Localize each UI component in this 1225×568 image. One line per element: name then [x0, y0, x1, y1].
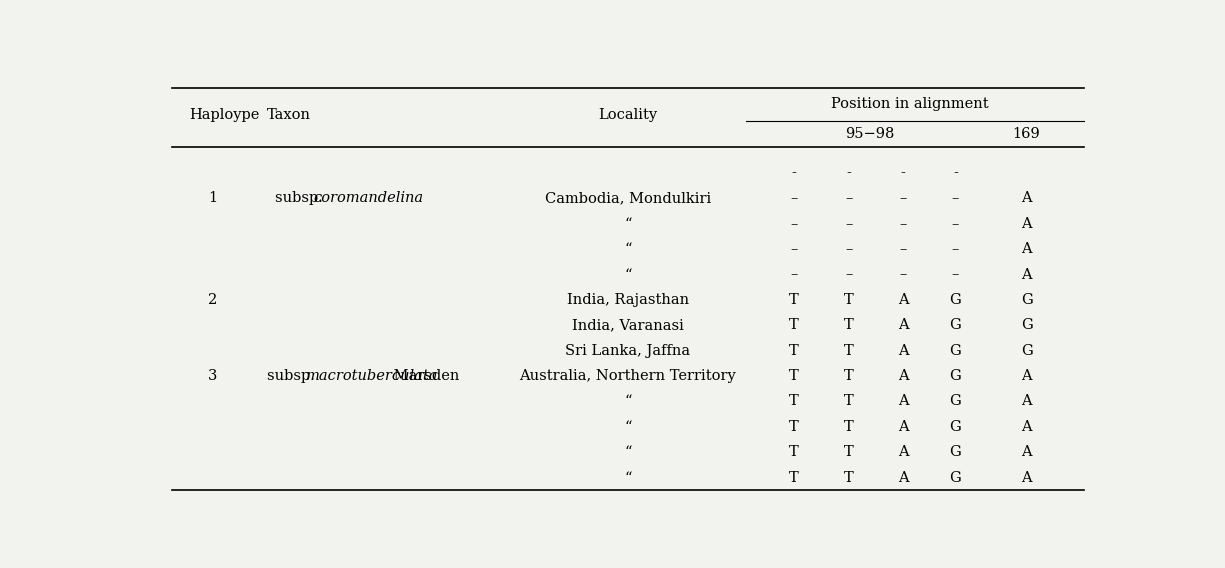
Text: Australia, Northern Territory: Australia, Northern Territory: [519, 369, 736, 383]
Text: Marsden: Marsden: [390, 369, 459, 383]
Text: G: G: [949, 344, 962, 358]
Text: A: A: [898, 470, 909, 485]
Text: –: –: [845, 217, 853, 231]
Text: India, Rajasthan: India, Rajasthan: [567, 293, 688, 307]
Text: –: –: [845, 268, 853, 282]
Text: –: –: [790, 191, 797, 206]
Text: 3: 3: [208, 369, 218, 383]
Text: subsp.: subsp.: [274, 191, 327, 206]
Text: –: –: [845, 191, 853, 206]
Text: A: A: [898, 318, 909, 332]
Text: –: –: [790, 217, 797, 231]
Text: A: A: [898, 420, 909, 434]
Text: G: G: [1020, 293, 1033, 307]
Text: “: “: [624, 242, 632, 256]
Text: G: G: [1020, 344, 1033, 358]
Text: G: G: [949, 470, 962, 485]
Text: A: A: [1022, 268, 1031, 282]
Text: subsp.: subsp.: [267, 369, 320, 383]
Text: “: “: [624, 470, 632, 485]
Text: A: A: [898, 369, 909, 383]
Text: 1: 1: [208, 191, 218, 206]
Text: T: T: [844, 394, 854, 408]
Text: -: -: [900, 166, 905, 180]
Text: G: G: [949, 318, 962, 332]
Text: T: T: [789, 420, 799, 434]
Text: A: A: [1022, 420, 1031, 434]
Text: A: A: [1022, 217, 1031, 231]
Text: –: –: [899, 242, 906, 256]
Text: A: A: [1022, 394, 1031, 408]
Text: A: A: [898, 445, 909, 459]
Text: G: G: [949, 293, 962, 307]
Text: -: -: [953, 166, 958, 180]
Text: 95−98: 95−98: [845, 127, 894, 141]
Text: A: A: [1022, 369, 1031, 383]
Text: –: –: [899, 217, 906, 231]
Text: T: T: [844, 420, 854, 434]
Text: T: T: [844, 369, 854, 383]
Text: “: “: [624, 420, 632, 434]
Text: “: “: [624, 445, 632, 459]
Text: A: A: [1022, 445, 1031, 459]
Text: T: T: [789, 470, 799, 485]
Text: A: A: [1022, 242, 1031, 256]
Text: macrotuberculata: macrotuberculata: [305, 369, 439, 383]
Text: T: T: [844, 293, 854, 307]
Text: A: A: [898, 394, 909, 408]
Text: “: “: [624, 217, 632, 231]
Text: –: –: [790, 242, 797, 256]
Text: G: G: [1020, 318, 1033, 332]
Text: A: A: [1022, 470, 1031, 485]
Text: –: –: [952, 217, 959, 231]
Text: G: G: [949, 445, 962, 459]
Text: Sri Lanka, Jaffna: Sri Lanka, Jaffna: [565, 344, 691, 358]
Text: Taxon: Taxon: [267, 108, 311, 122]
Text: T: T: [789, 293, 799, 307]
Text: T: T: [789, 369, 799, 383]
Text: T: T: [844, 344, 854, 358]
Text: Cambodia, Mondulkiri: Cambodia, Mondulkiri: [545, 191, 710, 206]
Text: –: –: [899, 268, 906, 282]
Text: T: T: [789, 318, 799, 332]
Text: G: G: [949, 369, 962, 383]
Text: A: A: [1022, 191, 1031, 206]
Text: T: T: [844, 470, 854, 485]
Text: Position in alignment: Position in alignment: [831, 97, 989, 111]
Text: Locality: Locality: [598, 108, 658, 122]
Text: –: –: [952, 191, 959, 206]
Text: T: T: [789, 445, 799, 459]
Text: A: A: [898, 344, 909, 358]
Text: T: T: [844, 318, 854, 332]
Text: –: –: [952, 242, 959, 256]
Text: “: “: [624, 268, 632, 282]
Text: 2: 2: [208, 293, 218, 307]
Text: –: –: [952, 268, 959, 282]
Text: 169: 169: [1013, 127, 1040, 141]
Text: –: –: [899, 191, 906, 206]
Text: T: T: [789, 394, 799, 408]
Text: –: –: [845, 242, 853, 256]
Text: A: A: [898, 293, 909, 307]
Text: “: “: [624, 394, 632, 408]
Text: India, Varanasi: India, Varanasi: [572, 318, 684, 332]
Text: T: T: [789, 344, 799, 358]
Text: G: G: [949, 420, 962, 434]
Text: T: T: [844, 445, 854, 459]
Text: Haploype: Haploype: [189, 108, 260, 122]
Text: –: –: [790, 268, 797, 282]
Text: -: -: [791, 166, 796, 180]
Text: -: -: [846, 166, 851, 180]
Text: G: G: [949, 394, 962, 408]
Text: coromandelina: coromandelina: [314, 191, 424, 206]
